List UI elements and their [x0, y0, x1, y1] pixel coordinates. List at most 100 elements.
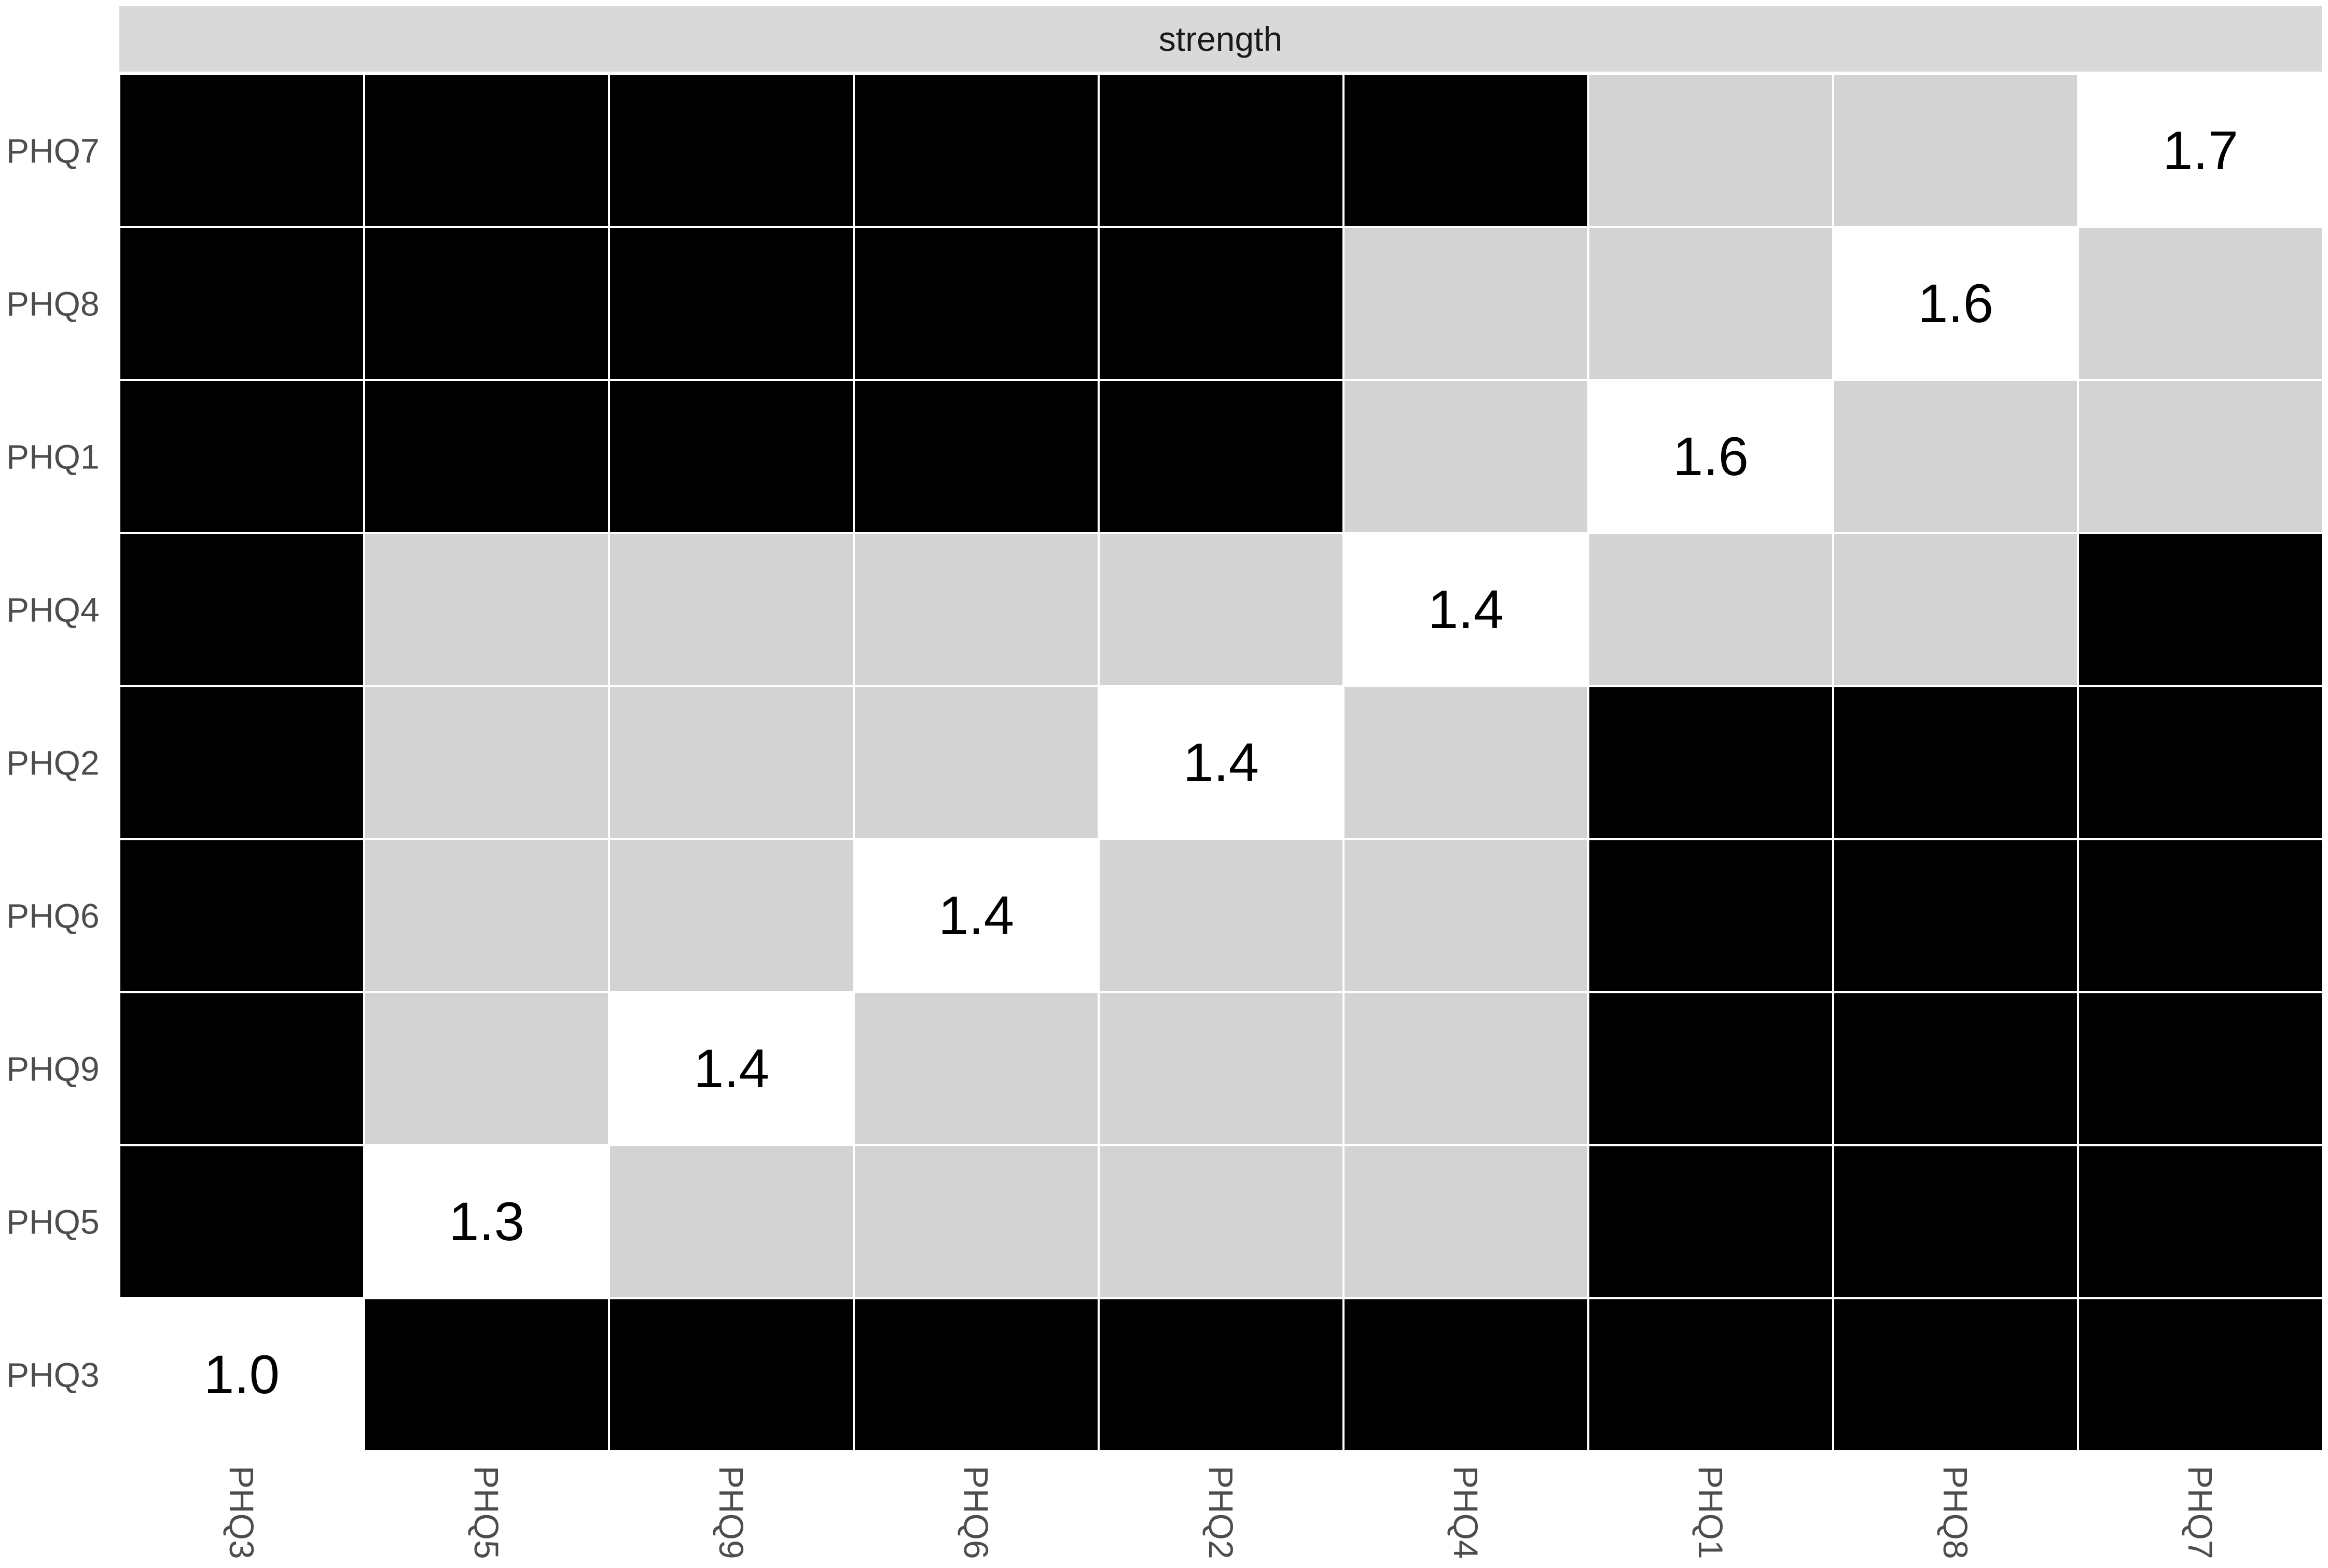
heatmap-cell-phq7-phq3: [118, 73, 365, 228]
value-label-phq9: 1.4: [694, 1038, 769, 1099]
y-tick-label-phq2: PHQ2: [6, 744, 100, 782]
x-tick-label-phq4: PHQ4: [1447, 1466, 1485, 1559]
heatmap-cell-phq9-phq8: [1832, 991, 2079, 1146]
heatmap-cell-phq8-phq1: [1587, 226, 1834, 381]
heatmap-cell-phq7-phq9: [608, 73, 855, 228]
heatmap-cell-phq2-phq1: [1587, 685, 1834, 840]
heatmap-cell-phq6-phq3: [118, 838, 365, 993]
heatmap-cell-phq3-phq1: [1587, 1297, 1834, 1452]
heatmap-cell-phq3-phq9: [608, 1297, 855, 1452]
x-tick-label-phq8: PHQ8: [1936, 1466, 1975, 1559]
x-tick-label-phq3: PHQ3: [223, 1466, 261, 1559]
value-label-phq4: 1.4: [1428, 579, 1504, 640]
x-tick-label-phq7: PHQ7: [2181, 1466, 2220, 1559]
x-tick-label-phq2: PHQ2: [1202, 1466, 1240, 1559]
heatmap-cell-phq5-phq5: [363, 1144, 610, 1299]
heatmap-cell-phq9-phq3: [118, 991, 365, 1146]
heatmap-cell-phq6-phq7: [2077, 838, 2324, 993]
heatmap-cell-phq2-phq3: [118, 685, 365, 840]
heatmap-cell-phq5-phq8: [1832, 1144, 2079, 1299]
heatmap-cell-phq4-phq7: [2077, 532, 2324, 687]
heatmap-cell-phq5-phq2: [1098, 1144, 1345, 1299]
heatmap-cell-phq1-phq6: [853, 379, 1100, 534]
heatmap-cell-phq4-phq6: [853, 532, 1100, 687]
heatmap-cell-phq1-phq7: [2077, 379, 2324, 534]
heatmap-cell-phq2-phq5: [363, 685, 610, 840]
value-label-phq7: 1.7: [2163, 120, 2238, 181]
heatmap-cell-phq8-phq4: [1342, 226, 1589, 381]
heatmap-cell-phq3-phq2: [1098, 1297, 1345, 1452]
value-label-phq5: 1.3: [449, 1191, 524, 1252]
heatmap-cell-phq3-phq8: [1832, 1297, 2079, 1452]
value-label-phq3: 1.0: [204, 1344, 280, 1405]
heatmap-cell-phq2-phq4: [1342, 685, 1589, 840]
heatmap-cell-phq4-phq4: [1342, 532, 1589, 687]
heatmap-cell-phq3-phq7: [2077, 1297, 2324, 1452]
heatmap-cell-phq5-phq4: [1342, 1144, 1589, 1299]
y-tick-label-phq3: PHQ3: [6, 1356, 100, 1394]
y-tick-label-phq7: PHQ7: [6, 132, 100, 170]
heatmap-cell-phq1-phq4: [1342, 379, 1589, 534]
y-tick-label-phq8: PHQ8: [6, 285, 100, 323]
heatmap-cell-phq6-phq1: [1587, 838, 1834, 993]
heatmap-cell-phq6-phq9: [608, 838, 855, 993]
heatmap-cell-phq4-phq2: [1098, 532, 1345, 687]
heatmap-cell-phq8-phq3: [118, 226, 365, 381]
x-tick-label-phq6: PHQ6: [957, 1466, 995, 1559]
value-label-phq8: 1.6: [1918, 273, 1993, 334]
heatmap-cell-phq4-phq3: [118, 532, 365, 687]
heatmap-cell-phq2-phq6: [853, 685, 1100, 840]
heatmap-cell-phq4-phq8: [1832, 532, 2079, 687]
heatmap-cell-phq9-phq1: [1587, 991, 1834, 1146]
heatmap-cell-phq1-phq9: [608, 379, 855, 534]
heatmap-cell-phq5-phq9: [608, 1144, 855, 1299]
heatmap-cell-phq1-phq5: [363, 379, 610, 534]
heatmap-cell-phq8-phq5: [363, 226, 610, 381]
heatmap-cell-phq1-phq3: [118, 379, 365, 534]
heatmap-cell-phq3-phq6: [853, 1297, 1100, 1452]
heatmap-cell-phq1-phq8: [1832, 379, 2079, 534]
heatmap-cell-phq3-phq4: [1342, 1297, 1589, 1452]
x-tick-label-phq9: PHQ9: [712, 1466, 751, 1559]
value-label-phq1: 1.6: [1673, 426, 1749, 487]
value-label-phq6: 1.4: [938, 885, 1014, 946]
heatmap-cell-phq7-phq6: [853, 73, 1100, 228]
x-axis-tick-labels: PHQ3 PHQ5 PHQ9 PHQ6 PHQ2 PHQ4 PHQ1 PHQ8 PHQ7: [223, 1466, 2220, 1559]
heatmap-cell-phq9-phq5: [363, 991, 610, 1146]
x-tick-label-phq1: PHQ1: [1692, 1466, 1730, 1559]
heatmap-cell-phq9-phq4: [1342, 991, 1589, 1146]
heatmap-cell-phq2-phq9: [608, 685, 855, 840]
heatmap-cell-phq8-phq8: [1832, 226, 2079, 381]
heatmap-cell-phq9-phq7: [2077, 991, 2324, 1146]
heatmap-cell-phq6-phq2: [1098, 838, 1345, 993]
heatmap-cell-phq4-phq1: [1587, 532, 1834, 687]
heatmap-cell-phq7-phq2: [1098, 73, 1345, 228]
heatmap-cell-phq7-phq5: [363, 73, 610, 228]
heatmap-cell-phq7-phq4: [1342, 73, 1589, 228]
y-tick-label-phq6: PHQ6: [6, 897, 100, 935]
heatmap-cell-phq2-phq2: [1098, 685, 1345, 840]
heatmap-cell-phq6-phq4: [1342, 838, 1589, 993]
heatmap-cell-phq3-phq5: [363, 1297, 610, 1452]
heatmap-cell-phq7-phq1: [1587, 73, 1834, 228]
y-tick-label-phq9: PHQ9: [6, 1050, 100, 1088]
heatmap-cell-phq6-phq5: [363, 838, 610, 993]
heatmap-cell-phq5-phq7: [2077, 1144, 2324, 1299]
heatmap-cell-phq7-phq7: [2077, 73, 2324, 228]
heatmap-cell-phq9-phq2: [1098, 991, 1345, 1146]
y-tick-label-phq5: PHQ5: [6, 1203, 100, 1241]
heatmap-cells: [118, 73, 2324, 1452]
y-tick-label-phq1: PHQ1: [6, 438, 100, 476]
heatmap-cell-phq8-phq7: [2077, 226, 2324, 381]
heatmap-cell-phq4-phq9: [608, 532, 855, 687]
heatmap-cell-phq2-phq8: [1832, 685, 2079, 840]
heatmap-cell-phq6-phq8: [1832, 838, 2079, 993]
x-tick-label-phq5: PHQ5: [467, 1466, 506, 1559]
heatmap-cell-phq5-phq6: [853, 1144, 1100, 1299]
heatmap-cell-phq8-phq6: [853, 226, 1100, 381]
heatmap-cell-phq2-phq7: [2077, 685, 2324, 840]
heatmap-cell-phq4-phq5: [363, 532, 610, 687]
heatmap-cell-phq5-phq3: [118, 1144, 365, 1299]
value-label-phq2: 1.4: [1183, 732, 1259, 793]
